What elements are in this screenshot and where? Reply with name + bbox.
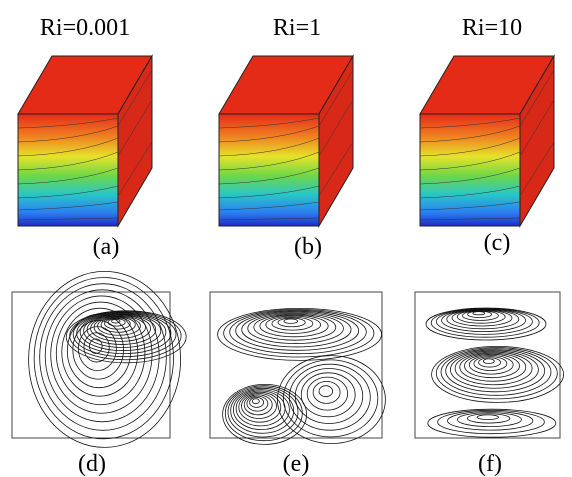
streamline [40, 284, 167, 431]
streamline [108, 319, 125, 326]
temperature-cube [219, 56, 353, 226]
panel-label: (f) [478, 451, 502, 477]
panel-label: (d) [78, 451, 106, 477]
streamline [319, 386, 333, 397]
streamline [223, 384, 307, 444]
streamline [283, 360, 378, 437]
column-title: Ri=0.001 [40, 15, 130, 41]
column-title: Ri=10 [462, 15, 522, 41]
temperature-cube [420, 56, 554, 226]
streamline [284, 319, 298, 323]
streamline [452, 310, 512, 326]
panel-label: (c) [484, 230, 511, 256]
streamline-panels [12, 271, 564, 447]
streamline [483, 359, 494, 364]
streamline [477, 415, 498, 420]
streamline [436, 348, 557, 399]
panel-label: (a) [93, 234, 120, 260]
panel-label: (b) [294, 234, 322, 260]
streamline [84, 333, 109, 362]
streamline [313, 381, 340, 403]
column-title: Ri=1 [273, 15, 321, 41]
cubes [18, 56, 554, 226]
page: Ri=0.001 Ri=1 Ri=10 (a) (b) (c) (d) (e) … [0, 0, 572, 477]
panel-label: (e) [283, 451, 310, 477]
figure: Ri=0.001 Ri=1 Ri=10 (a) (b) (c) (d) (e) … [0, 0, 572, 477]
streamline [29, 271, 181, 447]
temperature-cube [18, 56, 152, 226]
streamline [448, 411, 533, 430]
streamline [252, 399, 259, 404]
streamline [473, 312, 485, 315]
streamline [248, 313, 344, 343]
streamline [462, 311, 498, 321]
